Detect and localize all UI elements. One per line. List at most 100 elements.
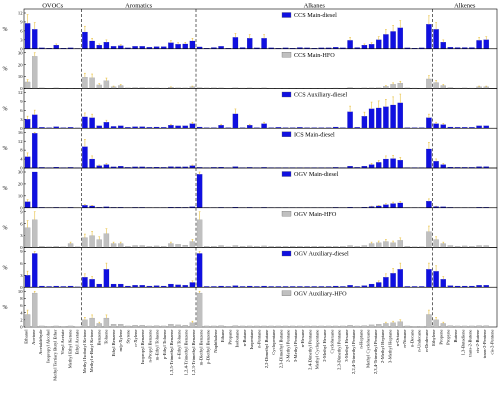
legend-swatch (281, 290, 292, 296)
bar (118, 45, 124, 49)
bar (433, 82, 439, 89)
bar (239, 325, 246, 328)
bar (182, 125, 188, 129)
y-tick-label: 0 (20, 126, 23, 131)
bar (247, 125, 253, 129)
bar (282, 325, 289, 328)
bar (82, 77, 88, 89)
bar (247, 38, 253, 49)
x-tick-label: Cyclopentane (271, 330, 276, 355)
bar (189, 322, 196, 328)
bar (168, 283, 174, 288)
bar (132, 46, 138, 49)
bar (204, 325, 210, 328)
x-tick-label: Acetone (31, 330, 36, 345)
bar (397, 102, 403, 129)
bar (24, 275, 31, 288)
panel-frame (23, 167, 498, 209)
bar (218, 325, 224, 328)
bar (89, 158, 95, 169)
panel-0: 0 3 6 9 12% CCS Main-diesel (3, 8, 498, 51)
legend-swatch (281, 250, 292, 257)
x-tick-label: Methyl Cyclopentane (315, 330, 320, 370)
bar (397, 83, 403, 89)
panel-3: 0 4 8 12 16% ICS Main-diesel (3, 127, 498, 171)
bar (196, 174, 203, 208)
x-tick-label: Toluene (104, 330, 109, 345)
bar (433, 123, 439, 129)
y-tick-label: 3 (20, 233, 23, 238)
legend-swatch (281, 131, 292, 137)
bar (376, 324, 382, 328)
x-tick-label: Propyne (446, 330, 451, 345)
y-tick-label: 12 (18, 11, 23, 16)
bar (268, 325, 274, 328)
panel-4: 0 10 20 30% OGV Main-diesel (3, 167, 498, 210)
y-tick-label: 10 (18, 74, 23, 79)
y-tick-label: 0 (20, 325, 23, 330)
panel-frame (23, 88, 498, 129)
y-axis-label: % (3, 106, 8, 112)
y-tick-label: 0 (20, 86, 23, 91)
x-tick-label: 3-Methyl Hexane (344, 330, 349, 362)
x-tick-label: 2,2,4-Trimethyl Pentane (351, 330, 357, 375)
bar (247, 325, 253, 328)
legend-swatch (281, 91, 292, 98)
bar (161, 46, 167, 49)
bar (24, 227, 31, 248)
x-tick-label: Isopropyl Benzene (140, 330, 145, 365)
bar (318, 325, 325, 328)
bar (182, 245, 188, 248)
bar (232, 37, 239, 49)
bar (53, 325, 59, 328)
bar (168, 42, 174, 49)
y-tick-label: 10 (18, 289, 23, 294)
y-axis-label: % (3, 186, 8, 192)
bar (440, 164, 446, 169)
y-tick-label: 3 (20, 273, 23, 278)
bar (189, 282, 196, 288)
x-tick-label: 1,3-Butadiene (460, 330, 466, 356)
bar (24, 156, 31, 169)
bar (196, 219, 203, 248)
x-tick-label: n-Nonane (402, 330, 407, 348)
bar (426, 201, 432, 208)
bar (175, 44, 181, 49)
bar (82, 277, 88, 288)
x-tick-label: n-Octane (395, 330, 400, 347)
bar (32, 114, 38, 129)
panel-6: 0 3 6 9% OGV Auxiliary-diesel (3, 247, 498, 290)
x-tick-label: Ethyl Acetate (75, 330, 80, 355)
bar (433, 161, 439, 169)
bar (218, 125, 224, 129)
bar (426, 148, 432, 169)
bar (376, 282, 382, 288)
bar (118, 85, 124, 89)
legend-label: OGV Main-HFO (294, 211, 337, 218)
bar (383, 34, 389, 49)
panel-frame (23, 286, 498, 328)
x-tick-label: 1,2,4-Trimethyl Benzene (184, 330, 190, 376)
bar (96, 239, 102, 248)
bar (347, 325, 353, 328)
x-tick-label: n-Dodecane (424, 330, 429, 352)
x-tick-label: 2,4-Dimethyl Pentane (307, 330, 313, 370)
legend-label: OGV Auxiliary-diesel (294, 251, 349, 258)
bar (82, 205, 88, 208)
bar (347, 111, 353, 129)
bar (89, 317, 95, 328)
panel-frame (23, 207, 498, 248)
bar (440, 279, 446, 288)
bar (361, 45, 368, 49)
x-tick-label: cis-2-Pentene (489, 330, 494, 355)
x-tick-label: trans-2-Butene (468, 330, 473, 357)
x-tick-label: n-Heptane (358, 330, 363, 349)
y-tick-label: 20 (18, 62, 23, 67)
y-axis-label: % (3, 226, 8, 232)
y-axis-label: % (3, 305, 8, 311)
bar (297, 325, 303, 328)
bar (96, 165, 102, 169)
bar (483, 39, 489, 49)
y-tick-label: 6 (20, 303, 23, 308)
